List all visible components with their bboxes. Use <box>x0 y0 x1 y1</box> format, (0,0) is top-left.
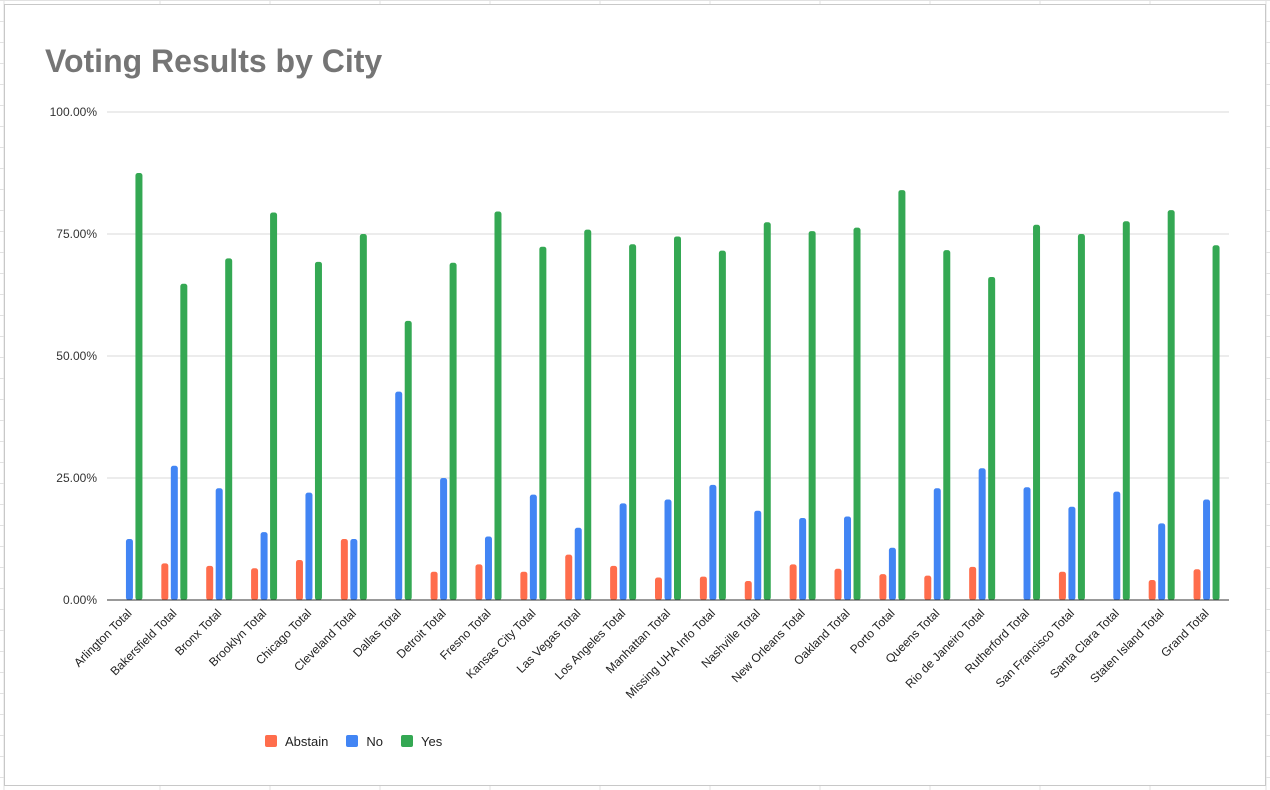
bar-abstain[interactable] <box>1148 579 1156 600</box>
bar-abstain[interactable] <box>430 571 438 600</box>
bar-yes[interactable] <box>808 231 816 600</box>
bar-no[interactable] <box>888 547 896 600</box>
y-tick-label: 25.00% <box>56 471 97 485</box>
bar-abstain[interactable] <box>340 539 348 600</box>
bar-no[interactable] <box>933 488 941 600</box>
bar-yes[interactable] <box>225 258 233 600</box>
x-tick-label: Missing UHA Info Total <box>623 606 718 701</box>
bar-no[interactable] <box>574 527 582 600</box>
bar-abstain[interactable] <box>475 564 483 600</box>
bar-abstain[interactable] <box>744 580 752 600</box>
bar-abstain[interactable] <box>161 563 169 600</box>
bar-abstain[interactable] <box>565 554 573 600</box>
bar-yes[interactable] <box>135 173 143 600</box>
bar-no[interactable] <box>1068 506 1076 600</box>
plot-area: 0.00%25.00%50.00%75.00%100.00%Arlington … <box>50 105 1229 701</box>
legend-item-no[interactable]: No <box>346 734 383 749</box>
bar-no[interactable] <box>799 518 807 600</box>
bar-yes[interactable] <box>180 283 188 600</box>
bar-abstain[interactable] <box>969 566 977 600</box>
bar-abstain[interactable] <box>789 564 797 600</box>
bar-no[interactable] <box>395 391 403 600</box>
bar-yes[interactable] <box>629 244 637 601</box>
bar-yes[interactable] <box>314 261 322 600</box>
bar-no[interactable] <box>664 499 672 600</box>
bar-no[interactable] <box>1113 491 1121 600</box>
chart-title: Voting Results by City <box>45 43 383 79</box>
bar-yes[interactable] <box>898 190 906 600</box>
bar-yes[interactable] <box>359 234 367 600</box>
bar-no[interactable] <box>350 539 358 600</box>
y-tick-label: 50.00% <box>56 349 97 363</box>
x-tick-label: Grand Total <box>1158 606 1212 660</box>
bar-no[interactable] <box>260 532 268 600</box>
bar-no[interactable] <box>978 468 986 600</box>
bar-yes[interactable] <box>449 262 457 600</box>
bar-abstain[interactable] <box>1058 571 1066 600</box>
bar-no[interactable] <box>1203 499 1211 600</box>
legend-swatch <box>401 735 413 747</box>
legend-label: Yes <box>421 733 443 749</box>
legend: Abstain No Yes <box>265 731 442 751</box>
bar-yes[interactable] <box>1167 210 1175 600</box>
bar-no[interactable] <box>440 478 448 600</box>
legend-swatch <box>346 735 359 747</box>
bar-abstain[interactable] <box>879 574 887 600</box>
bar-yes[interactable] <box>674 236 681 600</box>
bar-no[interactable] <box>709 484 717 600</box>
bar-yes[interactable] <box>584 229 592 600</box>
chart-container[interactable]: Voting Results by City 0.00% 25.00% 50.00%… <box>4 4 1266 786</box>
bar-abstain[interactable] <box>924 575 932 600</box>
bar-abstain[interactable] <box>610 565 618 600</box>
bar-yes[interactable] <box>943 250 951 600</box>
bar-no[interactable] <box>484 536 492 600</box>
bar-no[interactable] <box>125 539 133 600</box>
bar-no[interactable] <box>619 503 627 600</box>
bar-no[interactable] <box>305 492 313 600</box>
bar-yes[interactable] <box>1122 221 1130 600</box>
y-tick-label: 75.00% <box>56 227 97 241</box>
bar-abstain[interactable] <box>699 576 707 600</box>
x-tick-label: San Francisco Total <box>993 606 1077 690</box>
series-no <box>125 391 1211 600</box>
bar-yes[interactable] <box>404 320 412 600</box>
bar-abstain[interactable] <box>251 568 259 600</box>
legend-label: Abstain <box>285 733 329 749</box>
bar-abstain[interactable] <box>655 577 662 600</box>
legend-swatch <box>265 735 277 747</box>
bar-yes[interactable] <box>853 227 861 600</box>
bar-abstain[interactable] <box>295 559 303 600</box>
bar-no[interactable] <box>215 488 223 600</box>
bar-yes[interactable] <box>988 276 996 600</box>
bar-yes[interactable] <box>1212 245 1220 600</box>
bar-yes[interactable] <box>1077 234 1085 600</box>
bar-abstain[interactable] <box>834 568 842 600</box>
legend-item-yes[interactable]: Yes <box>401 734 442 749</box>
series-abstain <box>161 539 1201 600</box>
bar-no[interactable] <box>170 465 178 600</box>
y-tick-label: 100.00% <box>50 105 98 119</box>
bar-yes[interactable] <box>539 246 547 601</box>
bar-abstain[interactable] <box>1193 569 1201 600</box>
bar-yes[interactable] <box>1033 224 1041 600</box>
bar-abstain[interactable] <box>520 571 528 600</box>
series-yes <box>135 173 1220 601</box>
legend-item-abstain[interactable]: Abstain <box>265 734 328 749</box>
y-tick-label: 0.00% <box>63 593 97 607</box>
bar-no[interactable] <box>844 516 852 600</box>
bar-no[interactable] <box>529 494 537 600</box>
x-tick-label: Rio de Janeiro Total <box>903 606 988 691</box>
legend-label: No <box>366 733 383 749</box>
bar-no[interactable] <box>754 510 762 600</box>
bar-no[interactable] <box>1023 487 1031 600</box>
bar-no[interactable] <box>1158 523 1166 600</box>
bar-yes[interactable] <box>718 250 726 601</box>
bar-yes[interactable] <box>494 211 502 600</box>
bar-yes[interactable] <box>763 222 771 600</box>
bar-yes[interactable] <box>270 212 278 600</box>
bar-abstain[interactable] <box>206 565 214 600</box>
